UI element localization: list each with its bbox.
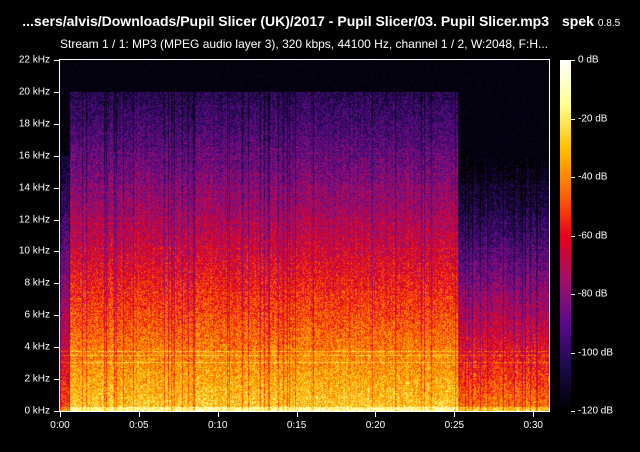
y-tick-label: 6 kHz: [24, 309, 50, 321]
y-tick: [54, 347, 59, 348]
y-tick: [54, 379, 59, 380]
spectrogram: [60, 60, 549, 411]
y-tick-label: 12 kHz: [18, 214, 50, 226]
x-tick: [533, 412, 534, 417]
colorbar-tick-label: -20 dB: [578, 113, 608, 124]
colorbar-tick-label: 0 dB: [578, 54, 599, 66]
x-tick-label: 0:15: [286, 420, 307, 431]
y-tick: [54, 124, 59, 125]
y-tick: [54, 188, 59, 189]
colorbar-tick-label: -120 dB: [578, 405, 614, 417]
colorbar: [560, 60, 571, 411]
x-tick: [218, 412, 219, 417]
y-tick: [54, 92, 59, 93]
x-tick-label: 0:25: [444, 420, 465, 431]
colorbar-tick: [571, 294, 575, 295]
colorbar-tick: [571, 119, 575, 120]
x-tick: [139, 412, 140, 417]
x-tick-label: 0:05: [129, 420, 149, 431]
y-tick: [54, 220, 59, 221]
y-tick-label: 4 kHz: [24, 341, 50, 353]
y-tick-label: 14 kHz: [18, 182, 50, 194]
colorbar-tick: [571, 177, 575, 178]
colorbar-tick: [571, 236, 575, 237]
app-version: 0.8.5: [597, 18, 621, 29]
colorbar-tick-label: -60 dB: [578, 230, 608, 241]
colorbar-tick-label: -100 dB: [578, 347, 614, 358]
y-tick: [54, 411, 59, 412]
colorbar-tick-label: -40 dB: [578, 171, 608, 183]
y-tick-label: 10 kHz: [18, 245, 50, 257]
app-name: spek 0.8.5: [562, 13, 621, 29]
colorbar-tick: [571, 60, 575, 61]
x-tick: [454, 412, 455, 417]
y-tick-label: 16 kHz: [18, 150, 50, 162]
x-tick: [297, 412, 298, 417]
x-tick-label: 0:30: [523, 420, 543, 431]
y-tick-label: 20 kHz: [18, 86, 50, 98]
file-title: ...sers/alvis/Downloads/Pupil Slicer (UK…: [22, 13, 549, 29]
y-tick-label: 8 kHz: [24, 277, 50, 289]
x-tick: [60, 412, 61, 417]
colorbar-tick: [571, 411, 575, 412]
y-tick: [54, 315, 59, 316]
y-tick-label: 0 kHz: [24, 405, 50, 417]
plot-frame: [59, 59, 550, 412]
stream-info: Stream 1 / 1: MP3 (MPEG audio layer 3), …: [60, 37, 549, 51]
y-tick-label: 18 kHz: [18, 118, 50, 130]
y-tick: [54, 156, 59, 157]
y-tick-label: 2 kHz: [24, 373, 50, 385]
x-tick-label: 0:10: [208, 420, 228, 431]
x-tick-label: 0:00: [50, 420, 70, 431]
x-tick: [375, 412, 376, 417]
y-tick: [54, 251, 59, 252]
y-tick: [54, 60, 59, 61]
y-tick-label: 22 kHz: [18, 54, 50, 66]
x-tick-label: 0:20: [365, 420, 386, 431]
colorbar-tick: [571, 353, 575, 354]
colorbar-tick-label: -80 dB: [578, 288, 608, 300]
y-tick: [54, 283, 59, 284]
